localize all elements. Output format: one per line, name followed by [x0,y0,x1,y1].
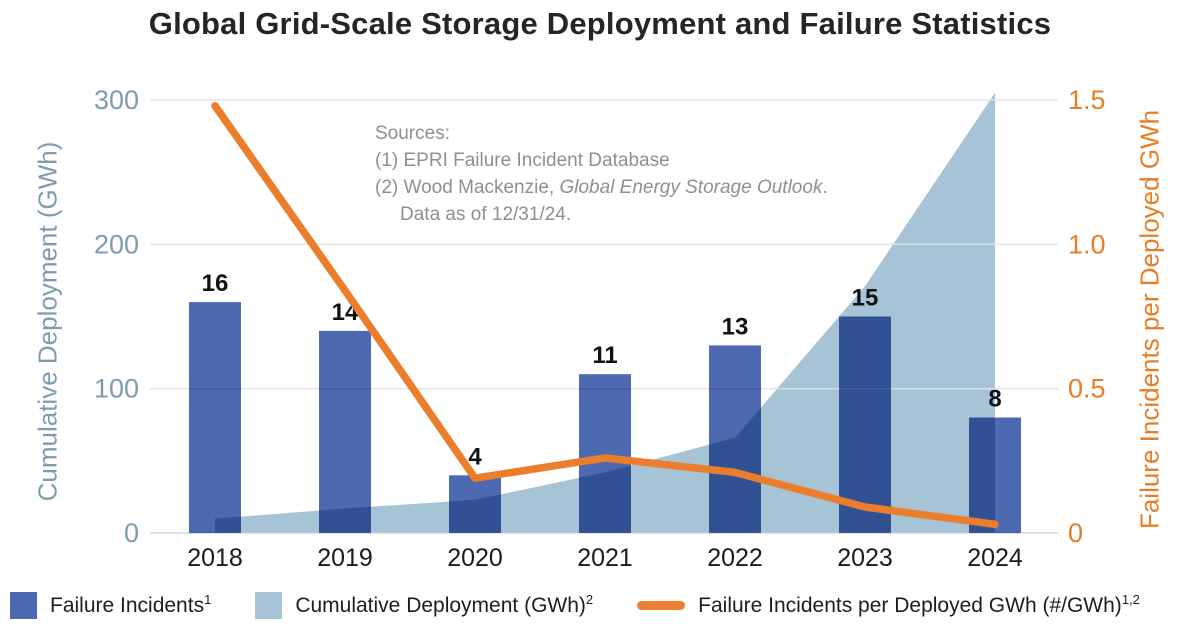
bar-value-label: 15 [852,285,879,312]
right-axis-tick: 1.0 [1068,229,1106,259]
right-axis-tick: 0.5 [1068,374,1106,404]
sources-heading: Sources: [375,123,450,144]
right-axis-tick: 0 [1068,518,1083,548]
chart-title: Global Grid-Scale Storage Deployment and… [148,6,1052,41]
cumulative-deployment-swatch [255,592,283,619]
bar-value-label: 13 [722,313,749,340]
legend-item-failure-incidents: Failure Incidents1 [10,592,211,619]
legend-label: Failure Incidents1 [50,591,212,617]
left-axis-tick: 300 [94,85,139,115]
left-axis-tick: 100 [94,374,139,404]
left-axis-tick: 200 [94,229,139,259]
x-axis-label-2024: 2024 [967,544,1023,572]
x-axis-label-2018: 2018 [187,544,243,572]
line-series-failure-rate [211,102,999,529]
bar-2020 [449,475,501,533]
sources-note: Sources: (1) EPRI Failure Incident Datab… [375,120,828,228]
x-axis-label-2022: 2022 [707,544,763,572]
right-axis-title: Failure Incidents per Deployed GWh [1134,109,1165,530]
bar-value-label: 16 [202,270,229,297]
source-2: (2) Wood Mackenzie, Global Energy Storag… [375,177,828,198]
bar-2019 [319,330,371,533]
bar-2018 [189,302,241,533]
left-axis-tick: 0 [124,518,139,548]
bar-2023 [839,316,891,533]
right-axis-tick: 1.5 [1068,85,1106,115]
legend-label: Cumulative Deployment (GWh)2 [295,591,594,617]
area-series-cumulative-deployment [215,92,995,534]
x-axis-label-2021: 2021 [577,544,633,572]
x-axis-label-2020: 2020 [447,544,503,572]
legend-item-cumulative-deployment: Cumulative Deployment (GWh)2 [255,592,593,619]
bar-value-label: 11 [592,342,617,369]
legend-item-failure-rate: Failure Incidents per Deployed GWh (#/GW… [637,591,1140,618]
failure-incidents-swatch [10,592,37,619]
legend: Failure Incidents1 Cumulative Deployment… [10,592,1140,619]
left-axis-title: Cumulative Deployment (GWh) [32,141,63,502]
x-axis-label-2019: 2019 [317,544,373,572]
source-data-date: Data as of 12/31/24. [400,204,572,225]
bar-value-label: 8 [988,386,1001,413]
bar-2024 [969,417,1021,533]
x-axis-label-2023: 2023 [837,544,893,572]
legend-label: Failure Incidents per Deployed GWh (#/GW… [698,591,1140,617]
bar-2022 [709,345,761,533]
bar-value-label: 4 [468,443,482,470]
source-1: (1) EPRI Failure Incident Database [375,150,670,171]
failure-rate-line-swatch [637,601,686,610]
bar-2021 [579,374,631,533]
